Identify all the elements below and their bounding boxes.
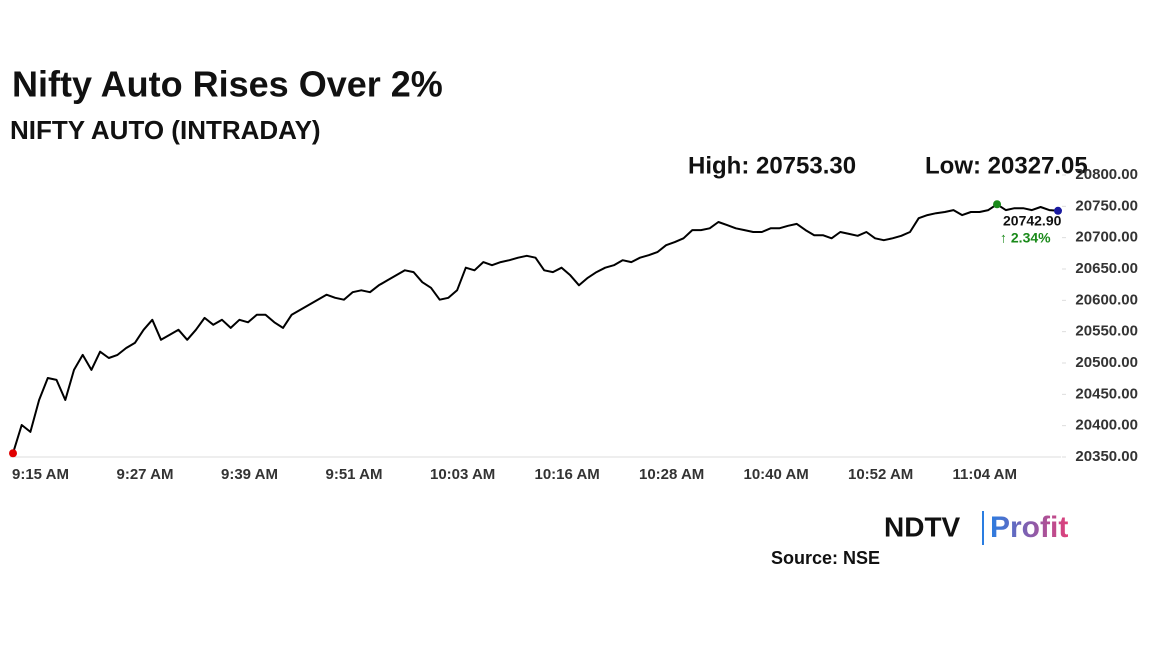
y-tick-label: 20400.00	[1075, 417, 1138, 434]
logo-profit: Profit	[990, 511, 1068, 544]
y-tick-label: 20600.00	[1075, 291, 1138, 308]
price-line	[12, 203, 1059, 454]
start-dot	[9, 449, 17, 458]
chart-title: Nifty Auto Rises Over 2%	[12, 64, 443, 105]
x-tick-label: 11:04 AM	[953, 466, 1017, 483]
x-tick-label: 9:27 AM	[117, 466, 174, 483]
y-tick-label: 20550.00	[1075, 323, 1138, 340]
x-tick-label: 10:28 AM	[639, 466, 704, 483]
x-tick-label: 9:15 AM	[12, 466, 69, 483]
source: Source: NSE	[771, 548, 880, 568]
chart-subtitle: NIFTY AUTO (INTRADAY)	[10, 115, 321, 145]
x-tick-label: 10:03 AM	[430, 466, 495, 483]
x-tick-label: 10:52 AM	[848, 466, 913, 483]
logo-ndtv: NDTV	[884, 511, 961, 542]
last-value-label: 20742.90	[1003, 213, 1062, 229]
y-tick-label: 20750.00	[1075, 197, 1138, 214]
end-dot	[1054, 206, 1062, 215]
y-tick-label: 20650.00	[1075, 260, 1138, 277]
y-tick-label: 20800.00	[1075, 166, 1138, 183]
high-label: High: 20753.30	[688, 152, 856, 179]
y-tick-label: 20450.00	[1075, 385, 1138, 402]
x-tick-label: 9:39 AM	[221, 466, 278, 483]
high-dot	[993, 200, 1002, 209]
low-label: Low: 20327.05	[925, 152, 1088, 179]
x-tick-label: 9:51 AM	[326, 466, 383, 483]
y-tick-label: 20700.00	[1075, 229, 1138, 246]
x-tick-label: 10:16 AM	[535, 466, 600, 483]
x-tick-label: 10:40 AM	[744, 466, 809, 483]
y-tick-label: 20500.00	[1075, 354, 1138, 371]
change-label: ↑ 2.34%	[1000, 230, 1051, 246]
y-tick-label: 20350.00	[1075, 448, 1138, 465]
